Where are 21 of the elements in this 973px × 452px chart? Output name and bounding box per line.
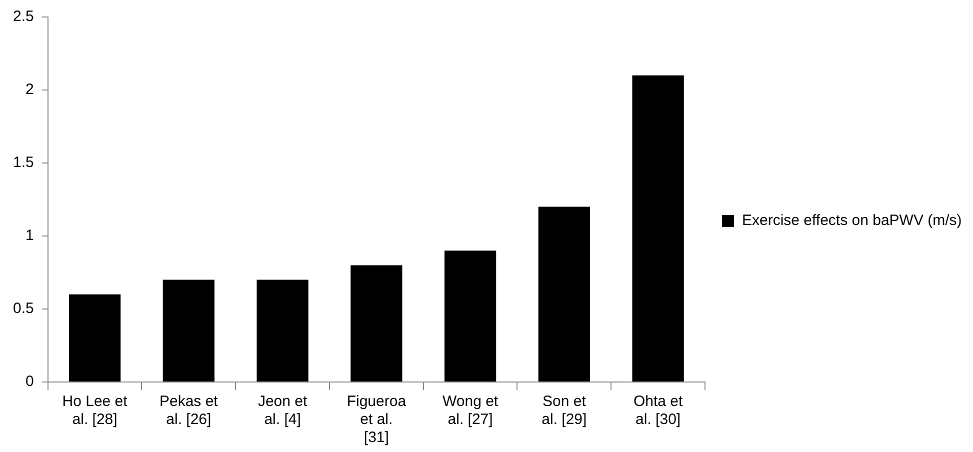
x-tick-label: Wong et al. [27] <box>442 393 499 428</box>
y-tick-label: 0 <box>26 373 34 390</box>
y-tick-label: 1.5 <box>12 154 34 172</box>
x-tick-label: Ho Lee et al. [28] <box>62 393 128 428</box>
bar <box>632 75 684 382</box>
bar <box>162 280 214 382</box>
y-tick-label: 0.5 <box>12 300 34 318</box>
bar <box>256 280 308 382</box>
x-tick-label: Ohta et al. [30] <box>633 393 684 428</box>
x-tick-label: Son et al. [29] <box>542 393 587 428</box>
x-tick-label: Jeon et al. [4] <box>258 393 308 428</box>
bar <box>68 294 121 382</box>
x-tick-label: Figueroa et al. [31] <box>346 393 407 446</box>
x-tick-label: Pekas et al. [26] <box>159 393 219 428</box>
bar <box>538 206 590 382</box>
bar <box>444 250 496 382</box>
y-tick-label: 1 <box>26 227 34 244</box>
y-tick-label: 2 <box>26 81 34 98</box>
bar <box>350 265 402 382</box>
legend-label: Exercise effects on baPWV (m/s) <box>742 212 962 229</box>
y-tick-label: 2.5 <box>12 8 34 26</box>
